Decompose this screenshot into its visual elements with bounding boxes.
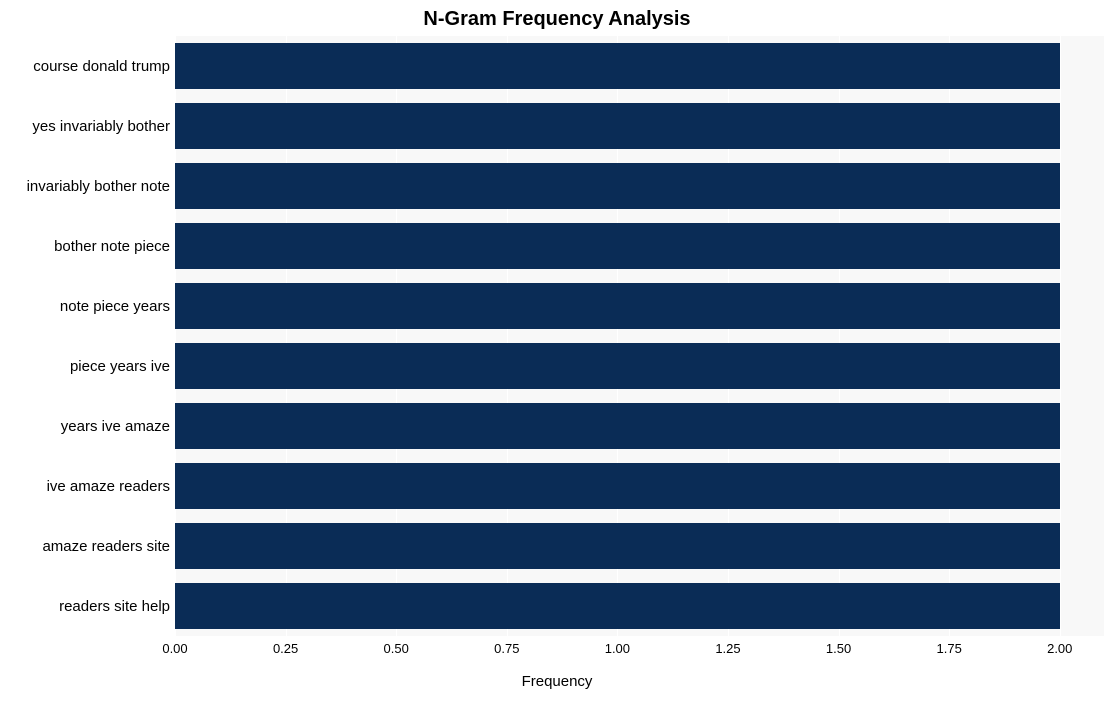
y-category-label: course donald trump — [33, 58, 170, 75]
x-tick-label: 0.00 — [162, 641, 187, 656]
x-tick-label: 1.00 — [605, 641, 630, 656]
x-tick-label: 2.00 — [1047, 641, 1072, 656]
y-category-label: invariably bother note — [27, 178, 170, 195]
y-category-label: yes invariably bother — [32, 118, 170, 135]
y-category-label: bother note piece — [54, 238, 170, 255]
bar — [175, 403, 1060, 450]
bar — [175, 463, 1060, 510]
x-tick-label: 0.75 — [494, 641, 519, 656]
x-tick-label: 1.50 — [826, 641, 851, 656]
x-tick-label: 1.75 — [937, 641, 962, 656]
bar — [175, 583, 1060, 630]
x-axis-title: Frequency — [0, 673, 1114, 690]
bar — [175, 223, 1060, 270]
chart-title: N-Gram Frequency Analysis — [0, 8, 1114, 31]
plot-area — [175, 36, 1104, 636]
y-category-label: amaze readers site — [42, 538, 170, 555]
x-tick-label: 1.25 — [715, 641, 740, 656]
bar — [175, 103, 1060, 150]
bar — [175, 163, 1060, 210]
x-tick-label: 0.25 — [273, 641, 298, 656]
y-category-label: note piece years — [60, 298, 170, 315]
x-tick-label: 0.50 — [384, 641, 409, 656]
bar — [175, 283, 1060, 330]
y-category-label: years ive amaze — [61, 418, 170, 435]
y-category-label: piece years ive — [70, 358, 170, 375]
chart-container: N-Gram Frequency Analysis Frequency 0.00… — [0, 0, 1114, 701]
bar — [175, 43, 1060, 90]
grid-line — [1060, 36, 1061, 636]
y-category-label: ive amaze readers — [47, 478, 170, 495]
bar — [175, 523, 1060, 570]
y-category-label: readers site help — [59, 598, 170, 615]
bar — [175, 343, 1060, 390]
